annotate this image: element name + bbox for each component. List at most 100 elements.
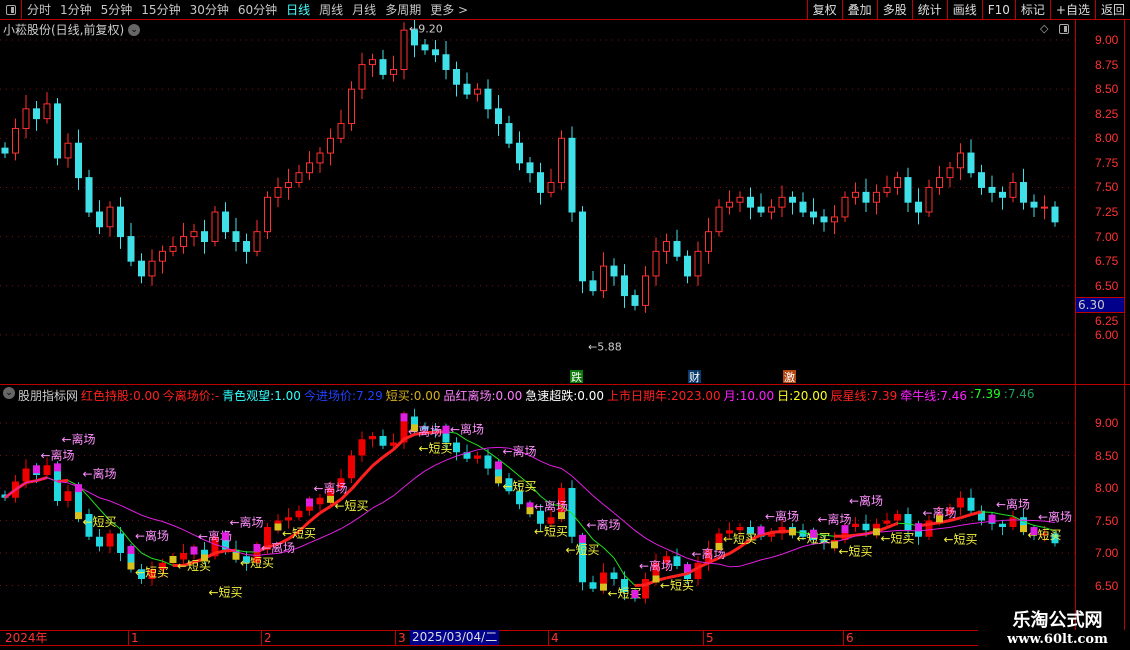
candle-body (1020, 517, 1027, 531)
candle-body (232, 231, 240, 243)
indicator-label: 月: (723, 389, 740, 403)
candle-body (12, 127, 19, 154)
ma-long-segment (624, 521, 636, 531)
ma-long-segment (592, 495, 604, 505)
diamond-icon[interactable]: ◇ (1040, 22, 1049, 35)
indicator-chart[interactable]: ←离场←离场←离场←短买←离场←短买 ←短买←离场←短买←离场←短买←离场←短买←… (0, 404, 1075, 630)
tab-period[interactable]: 周线 (319, 3, 344, 17)
date-label: 5 (703, 631, 714, 646)
candle-body (1041, 206, 1048, 209)
candle-body (169, 245, 177, 252)
ma-line-segment (686, 566, 699, 575)
tab-period[interactable]: 多周期 (385, 3, 422, 17)
exit-signal-label: ←离场 (261, 540, 295, 555)
indicator-label: 短买: (385, 389, 414, 403)
candle-body (957, 497, 964, 508)
candle-body (348, 455, 355, 479)
tab-period[interactable]: 月线 (352, 3, 377, 17)
candle-body (432, 49, 439, 56)
main-candlestick-chart[interactable]: ←9.20 ←5.88 跌 财 激 (0, 20, 1075, 384)
exit-bar (631, 590, 639, 599)
ma-line-segment (1044, 527, 1056, 532)
candle-body (1009, 182, 1017, 198)
tab-period[interactable]: 分时 (27, 3, 52, 17)
ma-long-segment (162, 521, 174, 526)
ma-long-segment (246, 554, 258, 556)
toolbar-button[interactable]: +自选 (1049, 0, 1095, 20)
candle-body (180, 236, 187, 247)
candle-body (831, 216, 838, 223)
indicator-number: 2023.00 (671, 389, 721, 403)
ma-long-segment (15, 482, 27, 491)
indicator-number: 0.00 (413, 389, 441, 403)
tab-period[interactable]: 15分钟 (141, 3, 181, 17)
tab-period[interactable]: 5分钟 (100, 3, 133, 17)
y-tick-label: 8.75 (1095, 57, 1119, 72)
candle-body (1051, 533, 1059, 544)
candle-body (715, 533, 723, 550)
ma-long-segment (99, 497, 111, 502)
candle-body (999, 191, 1006, 198)
candle-body (442, 54, 450, 70)
tab-period[interactable]: 60分钟 (237, 3, 278, 17)
exit-bar (306, 498, 313, 507)
indicator-value: :7.46 (1004, 387, 1035, 404)
toolbar-button[interactable]: 统计 (911, 0, 947, 20)
event-tag (570, 370, 583, 383)
indicator-value: 月:10.00 (724, 387, 774, 404)
indicator-value: 青色观望:1.00 (222, 387, 301, 404)
exit-bar (579, 534, 586, 543)
layout-toggle-button[interactable] (0, 0, 22, 20)
tab-period[interactable]: 日线 (286, 3, 311, 17)
tab-period[interactable]: 更多 > (430, 3, 469, 17)
toolbar-button[interactable]: 叠加 (841, 0, 877, 20)
candle-body (715, 206, 723, 233)
ma-line-segment (519, 475, 531, 486)
tab-period[interactable]: 1分钟 (60, 3, 92, 17)
toolbar-button[interactable]: F10 (981, 0, 1015, 20)
toolbar-button[interactable]: 标记 (1014, 0, 1050, 20)
candle-body (159, 250, 166, 262)
buy-bar (327, 495, 334, 503)
candle-body (673, 556, 681, 566)
candle-body (127, 236, 135, 262)
candle-body (894, 514, 901, 521)
buy-signal-label: ←短买 (881, 531, 915, 545)
toolbar-button[interactable]: 多股 (876, 0, 912, 20)
candle-body (148, 260, 156, 277)
indicator-number: 0.00 (577, 389, 604, 403)
candle-body (138, 569, 145, 579)
candle-body (43, 103, 51, 120)
toolbar-button[interactable]: 返回 (1094, 0, 1130, 20)
candle-body (537, 172, 544, 193)
ma-line-segment (771, 529, 783, 534)
panel-icon (5, 4, 16, 15)
candle-body (978, 510, 985, 521)
exit-bar (988, 514, 996, 523)
tab-period[interactable]: 30分钟 (189, 3, 229, 17)
ma-long-segment (697, 561, 709, 564)
ma-line-segment (319, 505, 332, 515)
date-cursor-label: 2025/03/04/二 (410, 630, 500, 645)
chevron-down-icon[interactable]: ⌄ (128, 23, 141, 36)
candle-body (85, 177, 93, 213)
toolbar-button[interactable]: 画线 (946, 0, 982, 20)
panel-icon[interactable] (1059, 24, 1069, 34)
exit-bar (526, 502, 534, 511)
exit-bar (75, 484, 82, 493)
candle-body (285, 182, 292, 188)
exit-signal-label: ←离场 (765, 508, 799, 523)
ma-line-segment (739, 538, 752, 549)
candle-body (22, 468, 30, 482)
buy-bar (652, 575, 660, 583)
candle-body (978, 172, 985, 188)
buy-signal-label: ←短买 (335, 499, 369, 513)
ma-long-segment (498, 446, 510, 449)
toolbar-button[interactable]: 复权 (806, 0, 842, 20)
candle-body (243, 241, 250, 252)
candle-body (390, 68, 397, 75)
y-tick-label: 7.00 (1095, 546, 1119, 560)
candle-body (159, 562, 166, 570)
chevron-down-icon[interactable]: ⌄ (3, 387, 15, 399)
candle-body (883, 186, 891, 193)
